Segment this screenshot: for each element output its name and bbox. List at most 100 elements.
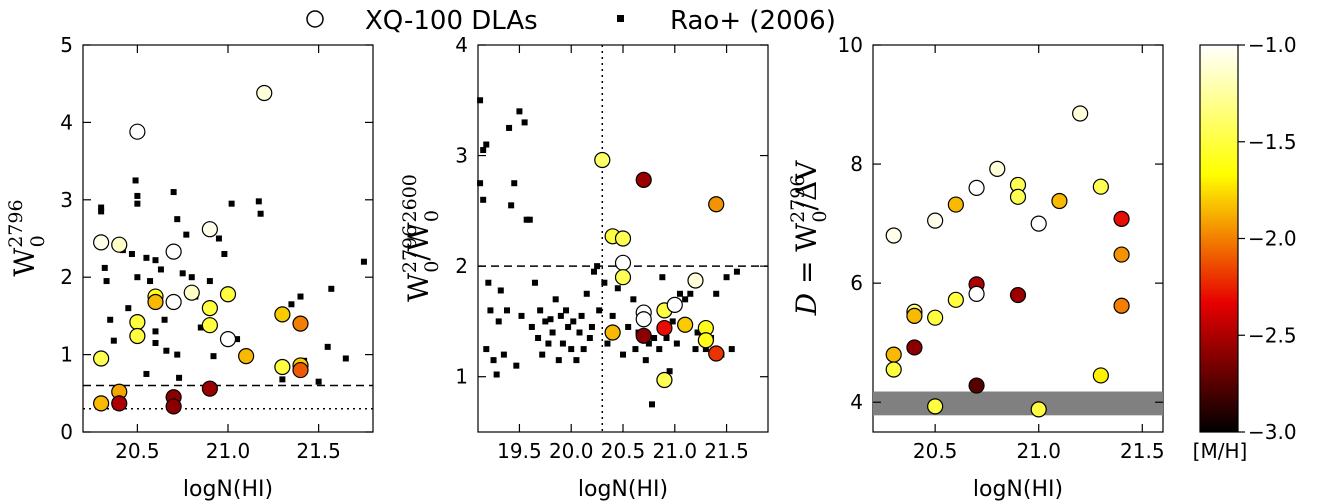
- legend-xq100-label: XQ-100 DLAs: [365, 6, 538, 36]
- rao-point: [523, 216, 530, 223]
- rao-point: [163, 347, 170, 354]
- rao-point: [152, 328, 159, 335]
- x-tick-label: 20.5: [115, 439, 160, 463]
- xq100-point: [1030, 215, 1047, 232]
- rao-point: [702, 346, 709, 353]
- rao-point: [673, 340, 680, 347]
- xq100-point: [129, 123, 146, 140]
- rao-point: [483, 346, 490, 353]
- panel-1: 20.5 21.0 21.5 0 1 2 3 4 5 logN(HI) W27960: [5, 33, 374, 502]
- panel-2-y-label: W27960/W26000: [399, 174, 443, 302]
- panel-3-x-ticks: 20.5 21.0 21.5: [913, 45, 1165, 463]
- rao-point: [297, 293, 304, 300]
- xq100-point: [968, 285, 985, 302]
- rao-point: [504, 307, 510, 314]
- rao-point: [288, 301, 295, 308]
- rao-point: [210, 353, 217, 360]
- rao-point: [580, 346, 587, 353]
- xq100-point: [666, 296, 683, 313]
- rao-point: [152, 339, 159, 346]
- colorbar-tick-label: −2.0: [1248, 227, 1297, 251]
- y-tick-label: 8: [850, 152, 863, 176]
- xq100-point: [635, 327, 652, 344]
- xq100-point: [201, 380, 218, 397]
- rao-point: [596, 307, 603, 314]
- xq100-point: [274, 306, 291, 323]
- colorbar-tick-label: −1.5: [1248, 130, 1297, 154]
- rao-point: [513, 362, 520, 369]
- panel-3-x-label: logN(HI): [973, 477, 1063, 502]
- xq100-point: [677, 316, 694, 333]
- rao-point: [197, 324, 204, 331]
- xq100-point: [1051, 192, 1068, 210]
- rao-point: [692, 346, 699, 353]
- y-tick-label: 1: [60, 343, 73, 367]
- rao-point: [228, 200, 235, 207]
- xq100-point: [219, 331, 237, 348]
- rao-point: [552, 296, 559, 303]
- panel-1-x-label: logN(HI): [183, 477, 273, 502]
- y-tick-label: 1: [455, 365, 468, 389]
- rao-point: [134, 274, 141, 281]
- y-tick-label: 4: [60, 110, 73, 134]
- xq100-point: [614, 269, 632, 286]
- xq100-point: [1113, 246, 1130, 263]
- legend-square-marker: [617, 15, 624, 22]
- xq100-point: [201, 317, 218, 334]
- rao-point: [508, 202, 515, 209]
- legend-rao-label: Rao+ (2006): [670, 6, 836, 36]
- x-tick-label: 21.5: [704, 439, 749, 463]
- rao-point: [480, 196, 487, 203]
- panel-3-gray-band: [873, 391, 1163, 416]
- rao-point: [642, 357, 649, 364]
- rao-point: [477, 97, 484, 104]
- rao-point: [170, 189, 177, 196]
- rao-point: [535, 335, 542, 342]
- rao-point: [676, 290, 683, 297]
- xq100-point: [165, 398, 182, 415]
- panel-3-xq100-points: [885, 105, 1130, 418]
- rao-point: [342, 355, 349, 362]
- xq100-point: [687, 272, 704, 289]
- xq100-point: [1113, 210, 1130, 227]
- rao-point: [528, 323, 535, 330]
- rao-point: [152, 257, 159, 264]
- rao-point: [324, 343, 331, 350]
- xq100-point: [111, 395, 128, 412]
- rao-point: [215, 235, 222, 242]
- rao-point: [570, 318, 577, 325]
- xq100-point: [885, 361, 902, 378]
- rao-point: [110, 337, 117, 344]
- x-tick-label: 21.0: [206, 439, 251, 463]
- y-tick-label: 4: [455, 33, 468, 57]
- rao-point: [630, 296, 637, 303]
- xq100-point: [183, 284, 200, 301]
- rao-point: [174, 216, 181, 223]
- rao-point: [257, 210, 264, 217]
- rao-point: [591, 268, 597, 275]
- xq100-point: [274, 358, 291, 376]
- rao-point: [174, 351, 181, 358]
- rao-point: [645, 340, 652, 347]
- rao-point: [98, 204, 105, 211]
- xq100-point: [201, 221, 218, 238]
- rao-point: [128, 250, 135, 257]
- rao-point: [279, 376, 286, 383]
- rao-point: [609, 312, 616, 319]
- rao-point: [666, 368, 673, 375]
- xq100-point: [93, 234, 110, 251]
- rao-point: [557, 312, 564, 319]
- rao-point: [728, 346, 735, 353]
- x-tick-label: 21.5: [1120, 439, 1165, 463]
- rao-point: [555, 357, 562, 364]
- rao-point: [98, 208, 105, 215]
- colorbar: −1.0 −1.5 −2.0 −2.5 −3.0 [M/H]: [1193, 33, 1297, 463]
- colorbar-tick-label: −2.5: [1248, 323, 1297, 347]
- xq100-point: [906, 339, 923, 356]
- rao-point: [493, 371, 500, 378]
- y-tick-label: 6: [850, 271, 863, 295]
- rao-point: [101, 264, 108, 271]
- rao-point: [563, 307, 570, 314]
- xq100-point: [111, 236, 128, 253]
